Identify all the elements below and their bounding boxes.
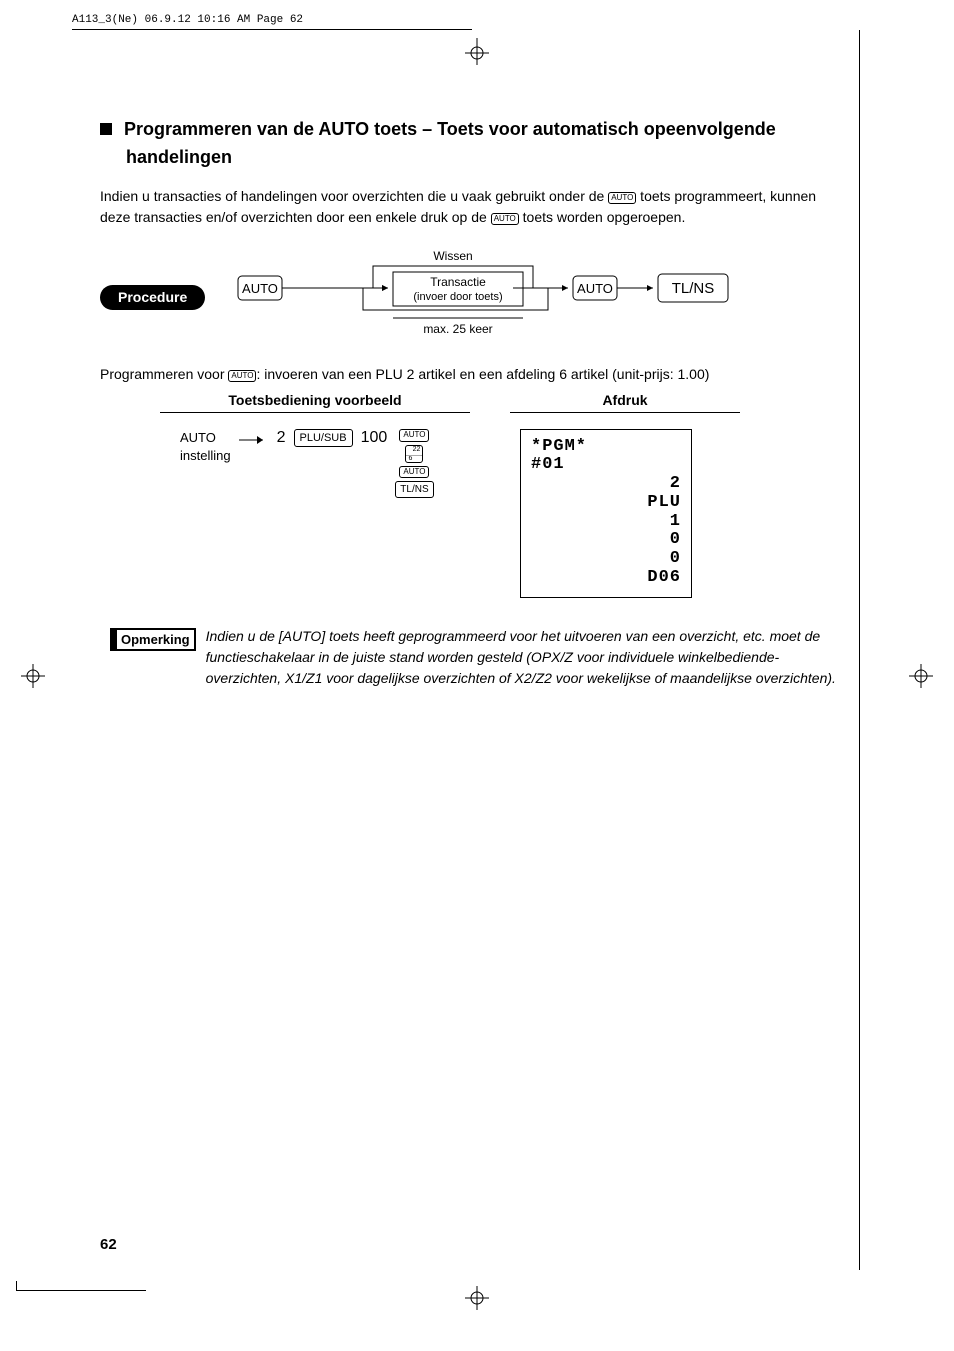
tlns-key: TL/NS [395, 481, 433, 498]
note-text: Indien u de [AUTO] toets heeft geprogram… [206, 626, 850, 689]
right-trim-line [859, 30, 860, 1270]
right-column: Afdruk *PGM* #01 2 PLU 1 0 0 D06 [510, 392, 740, 599]
svg-text:max. 25 keer: max. 25 keer [424, 322, 493, 336]
procedure-badge: Procedure [100, 285, 205, 310]
receipt-r5: 0 [531, 550, 681, 569]
key-stack: AUTO 22 6 AUTO TL/NS [395, 429, 433, 499]
print-header: A113_3(Ne) 06.9.12 10:16 AM Page 62 [72, 14, 303, 26]
seq-label: AUTO instelling [180, 429, 231, 465]
svg-text:AUTO: AUTO [577, 281, 613, 296]
dept-6-key: 22 6 [405, 445, 423, 463]
receipt-r3: 1 [531, 513, 681, 532]
page-number: 62 [100, 1236, 117, 1253]
bottom-corner-h [16, 1290, 146, 1291]
note-badge-label: Opmerking [121, 632, 190, 647]
receipt-printout: *PGM* #01 2 PLU 1 0 0 D06 [520, 429, 692, 599]
caption-post: : invoeren van een PLU 2 artikel en een … [256, 366, 709, 382]
svg-text:(invoer door toets): (invoer door toets) [414, 291, 503, 303]
receipt-l1: *PGM* [531, 438, 681, 457]
auto-key-inline-2: AUTO [491, 213, 519, 225]
receipt-r1: 2 [531, 475, 681, 494]
header-rule [72, 29, 472, 30]
key-sequence: AUTO instelling 2 PLU/SUB 100 AUTO 22 6 … [180, 429, 470, 499]
receipt-r2: PLU [531, 494, 681, 513]
svg-text:Transactie: Transactie [430, 275, 486, 289]
wissen-label: Wissen [434, 249, 473, 263]
right-col-head: Afdruk [510, 392, 740, 413]
section-title: Programmeren van de AUTO toets – Toets v… [100, 116, 850, 172]
svg-text:TL/NS: TL/NS [672, 280, 715, 297]
crop-mark-bottom [462, 1283, 492, 1313]
auto-key-inline-3: AUTO [228, 370, 256, 382]
auto-key-1: AUTO [399, 429, 429, 442]
section-title-line1: Programmeren van de AUTO toets – Toets v… [124, 119, 776, 139]
auto-key-2: AUTO [399, 466, 429, 479]
intro-part3: toets worden opgeroepen. [519, 209, 686, 225]
dept-top: 22 [413, 446, 421, 453]
seq-100: 100 [361, 429, 388, 447]
example-caption: Programmeren voor AUTO: invoeren van een… [100, 366, 850, 382]
crop-mark-right [906, 661, 936, 691]
seq-label-2: instelling [180, 448, 231, 463]
procedure-row: Procedure Wissen AUTO Transactie (invoer… [100, 248, 850, 348]
crop-mark-left [18, 661, 48, 691]
receipt-l2: #01 [531, 456, 681, 475]
svg-text:AUTO: AUTO [242, 281, 278, 296]
intro-part1: Indien u transacties of handelingen voor… [100, 188, 608, 204]
dept-bot: 6 [408, 455, 412, 462]
receipt-r6: D06 [531, 569, 681, 588]
arrow-icon [239, 433, 269, 447]
note-row: Opmerking Indien u de [AUTO] toets heeft… [110, 626, 850, 689]
left-column: Toetsbediening voorbeeld AUTO instelling… [160, 392, 470, 599]
note-badge: Opmerking [110, 628, 196, 651]
seq-label-1: AUTO [180, 430, 216, 445]
plusub-key: PLU/SUB [294, 429, 353, 447]
bottom-corner-v [16, 1281, 17, 1291]
intro-paragraph: Indien u transacties of handelingen voor… [100, 186, 850, 228]
left-col-head: Toetsbediening voorbeeld [160, 392, 470, 413]
procedure-flow-diagram: Wissen AUTO Transactie (invoer door toet… [213, 248, 773, 348]
section-title-line2: handelingen [126, 144, 850, 172]
seq-2: 2 [277, 429, 286, 447]
crop-mark-top [462, 38, 492, 68]
caption-pre: Programmeren voor [100, 366, 228, 382]
receipt-r4: 0 [531, 531, 681, 550]
bullet-icon [100, 123, 112, 135]
page-content: Programmeren van de AUTO toets – Toets v… [100, 116, 850, 689]
example-columns: Toetsbediening voorbeeld AUTO instelling… [160, 392, 850, 599]
auto-key-inline-1: AUTO [608, 192, 636, 204]
